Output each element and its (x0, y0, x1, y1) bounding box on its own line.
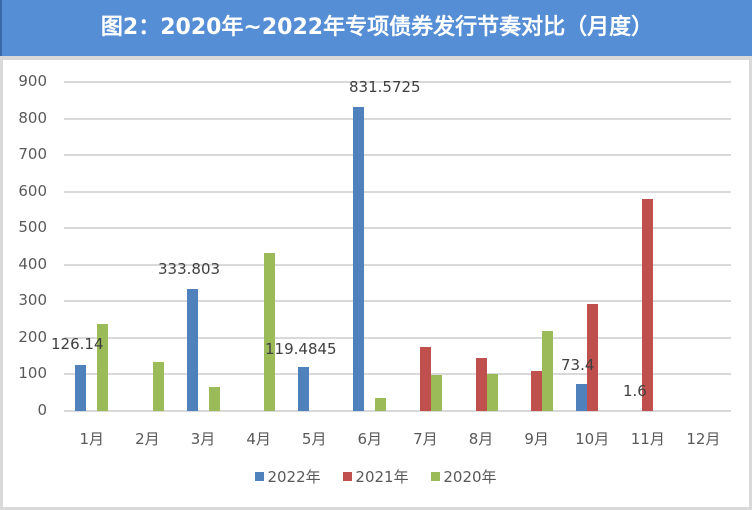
x-tick-label: 9月 (524, 430, 549, 448)
bar-2020年-8月[interactable] (486, 373, 498, 411)
legend-item-2020[interactable]: 2020年 (431, 466, 497, 487)
x-tick-label: 2月 (135, 430, 160, 448)
legend-label: 2020年 (443, 468, 497, 486)
y-tick-label: 200 (18, 327, 47, 346)
gridline (64, 410, 731, 412)
legend-swatch-2020 (431, 472, 441, 481)
gridline (64, 190, 731, 193)
y-tick-label: 500 (18, 218, 47, 237)
legend-item-2021[interactable]: 2021年 (343, 466, 409, 487)
data-label: 119.4845 (265, 340, 337, 358)
bar-2020年-4月[interactable] (264, 253, 276, 411)
gridline (64, 227, 731, 230)
x-tick-label: 5月 (301, 430, 327, 448)
data-label: 126.14 (51, 335, 104, 353)
bar-2020年-9月[interactable] (542, 331, 554, 411)
chart-title: 图2：2020年~2022年专项债券发行节奏对比（月度） (100, 15, 654, 40)
bar-2021年-7月[interactable] (419, 346, 431, 411)
x-tick-label: 8月 (468, 430, 494, 448)
y-tick-label: 0 (37, 401, 47, 419)
bar-2020年-1月[interactable] (97, 324, 109, 411)
x-tick-label: 4月 (246, 430, 271, 448)
x-tick-label: 10月 (575, 430, 610, 448)
y-tick-label: 700 (18, 145, 47, 164)
data-label: 73.4 (561, 356, 595, 374)
bar-2021年-9月[interactable] (531, 370, 543, 411)
y-tick-label: 300 (18, 291, 47, 310)
data-label: 333.803 (158, 260, 221, 278)
y-tick-label: 600 (18, 181, 47, 200)
x-tick-label: 3月 (190, 430, 216, 448)
bar-2020年-7月[interactable] (430, 374, 442, 411)
legend-swatch-2021 (343, 472, 353, 481)
gridline (64, 373, 731, 376)
y-tick-label: 100 (18, 364, 47, 383)
chart-title-bar: 图2：2020年~2022年专项债券发行节奏对比（月度） (0, 0, 752, 56)
x-tick-label: 7月 (413, 430, 438, 448)
bar-2021年-11月[interactable] (642, 198, 654, 411)
bar-2022年-5月[interactable] (297, 367, 309, 411)
chart-panel: 0 100 200 300 400 500 600 700 800 900 1月 2月 3月 4月 5月 6… (3, 60, 749, 507)
bar-2022年-10月[interactable] (575, 384, 587, 411)
gridline (64, 336, 731, 339)
x-tick-label: 11月 (630, 430, 665, 448)
bar-2020年-2月[interactable] (152, 361, 164, 411)
data-label: 1.6 (623, 382, 647, 400)
bar-2022年-1月[interactable] (75, 364, 87, 411)
bar-2022年-3月[interactable] (186, 288, 198, 411)
legend: 2022年 2021年 2020年 (3, 466, 749, 487)
gridline (64, 81, 731, 84)
bar-2022年-6月[interactable] (353, 107, 365, 411)
x-tick-label: 1月 (79, 430, 105, 448)
y-tick-label: 800 (18, 108, 47, 127)
gridline (64, 117, 731, 120)
y-tick-label: 900 (18, 72, 47, 91)
gridline (64, 263, 731, 266)
legend-item-2022[interactable]: 2022年 (255, 466, 321, 487)
legend-swatch-2022 (255, 472, 265, 481)
x-tick-label: 12月 (686, 430, 721, 448)
bar-2021年-10月[interactable] (586, 304, 598, 411)
bar-2020年-3月[interactable] (208, 386, 220, 411)
bar-2021年-8月[interactable] (475, 357, 487, 411)
gridline (64, 300, 731, 303)
y-tick-label: 400 (18, 254, 47, 273)
data-label: 831.5725 (349, 78, 421, 96)
legend-label: 2021年 (355, 468, 409, 486)
x-tick-label: 6月 (357, 430, 383, 448)
legend-label: 2022年 (267, 468, 321, 486)
gridline (64, 154, 731, 157)
bar-2020年-6月[interactable] (375, 397, 387, 411)
